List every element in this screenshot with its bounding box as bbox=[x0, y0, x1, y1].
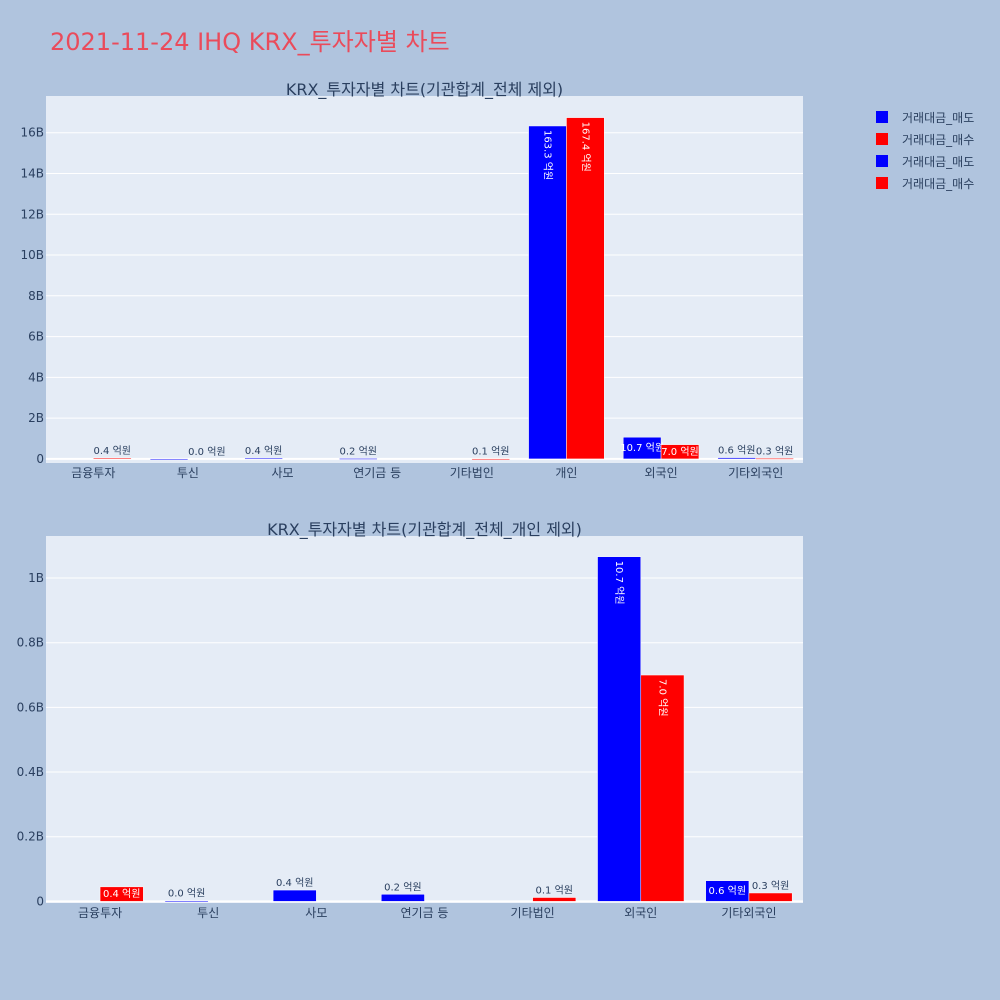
legend-label: 거래대금_매수 bbox=[902, 132, 975, 147]
data-label: 0.0 억원 bbox=[168, 888, 205, 900]
plot-area bbox=[46, 96, 803, 463]
bar bbox=[471, 458, 510, 460]
data-label: 0.4 억원 bbox=[93, 445, 130, 457]
page-title: 2021-11-24 IHQ KRX_투자자별 차트 bbox=[50, 28, 450, 56]
legend-item[interactable]: 거래대금_매도 bbox=[876, 150, 974, 172]
bar bbox=[149, 458, 189, 461]
data-label: 167.4 억원 bbox=[579, 122, 591, 172]
bar bbox=[705, 880, 750, 902]
y-tick-label: 0 bbox=[36, 894, 44, 908]
bar bbox=[164, 900, 209, 902]
y-tick-label: 0.4B bbox=[17, 765, 44, 779]
x-tick-label: 외국인 bbox=[624, 906, 657, 920]
bar bbox=[597, 556, 642, 902]
bar bbox=[640, 674, 685, 902]
bar bbox=[755, 458, 794, 460]
data-label: 10.7 억원 bbox=[620, 442, 664, 454]
data-label: 0.2 억원 bbox=[384, 881, 421, 893]
y-tick-label: 0 bbox=[36, 452, 44, 466]
y-tick-label: 0.2B bbox=[17, 830, 44, 844]
bar bbox=[748, 892, 793, 902]
data-label: 10.7 억원 bbox=[613, 561, 625, 605]
legend-label: 거래대금_매도 bbox=[902, 154, 975, 169]
chart-title: KRX_투자자별 차트(기관합계_전체_개인 제외) bbox=[267, 520, 582, 540]
y-tick-label: 10B bbox=[20, 248, 44, 262]
data-label: 0.6 억원 bbox=[709, 885, 746, 897]
data-label: 0.4 억원 bbox=[103, 888, 140, 900]
data-label: 7.0 억원 bbox=[656, 679, 668, 716]
bar bbox=[532, 897, 577, 902]
chart-title: KRX_투자자별 차트(기관합계_전체 제외) bbox=[286, 80, 563, 100]
x-tick-label: 투신 bbox=[177, 466, 199, 480]
legend-item[interactable]: 거래대금_매도 bbox=[876, 106, 974, 128]
legend-swatch bbox=[876, 155, 888, 167]
y-tick-label: 12B bbox=[20, 207, 44, 221]
bar bbox=[339, 458, 378, 460]
y-tick-label: 14B bbox=[20, 166, 44, 180]
data-label: 7.0 억원 bbox=[661, 446, 698, 458]
x-tick-label: 개인 bbox=[555, 466, 577, 480]
x-tick-label: 기타외국인 bbox=[721, 906, 776, 920]
data-label: 163.3 억원 bbox=[542, 130, 554, 180]
x-tick-label: 외국인 bbox=[645, 466, 678, 480]
bar bbox=[244, 457, 283, 460]
data-label: 0.4 억원 bbox=[245, 445, 282, 457]
legend-item[interactable]: 거래대금_매수 bbox=[876, 172, 974, 194]
legend-label: 거래대금_매수 bbox=[902, 176, 975, 191]
y-tick-label: 0.6B bbox=[17, 700, 44, 714]
bar bbox=[272, 889, 317, 902]
data-label: 0.0 억원 bbox=[188, 446, 225, 458]
plot-area bbox=[46, 536, 803, 903]
data-label: 0.1 억원 bbox=[472, 446, 509, 458]
x-tick-label: 사모 bbox=[305, 906, 327, 920]
data-label: 0.3 억원 bbox=[756, 445, 793, 457]
x-tick-label: 사모 bbox=[272, 466, 294, 480]
legend: 거래대금_매도 거래대금_매수 거래대금_매도 거래대금_매수 bbox=[876, 106, 974, 194]
x-tick-label: 기타외국인 bbox=[728, 466, 783, 480]
y-tick-label: 2B bbox=[28, 411, 44, 425]
y-tick-label: 0.8B bbox=[17, 636, 44, 650]
bar bbox=[717, 457, 756, 460]
y-tick-label: 8B bbox=[28, 289, 44, 303]
bar bbox=[93, 457, 132, 460]
data-label: 0.2 억원 bbox=[340, 445, 377, 457]
x-tick-label: 연기금 등 bbox=[401, 906, 449, 920]
legend-label: 거래대금_매도 bbox=[902, 110, 975, 125]
x-tick-label: 기타법인 bbox=[511, 906, 555, 920]
x-tick-label: 금융투자 bbox=[71, 466, 115, 480]
x-tick-label: 기타법인 bbox=[450, 466, 494, 480]
data-label: 0.6 억원 bbox=[718, 445, 755, 457]
legend-swatch bbox=[876, 177, 888, 189]
data-label: 0.1 억원 bbox=[536, 885, 573, 897]
y-tick-label: 6B bbox=[28, 330, 44, 344]
bar bbox=[380, 894, 425, 902]
bar bbox=[99, 886, 144, 902]
y-tick-label: 16B bbox=[20, 126, 44, 140]
x-tick-label: 투신 bbox=[197, 906, 219, 920]
y-tick-label: 4B bbox=[28, 370, 44, 384]
legend-item[interactable]: 거래대금_매수 bbox=[876, 128, 974, 150]
bar bbox=[566, 117, 605, 460]
x-tick-label: 연기금 등 bbox=[353, 466, 401, 480]
data-label: 0.3 억원 bbox=[752, 880, 789, 892]
data-label: 0.4 억원 bbox=[276, 877, 313, 889]
y-tick-label: 1B bbox=[28, 571, 44, 585]
legend-swatch bbox=[876, 133, 888, 145]
x-tick-label: 금융투자 bbox=[78, 906, 122, 920]
legend-swatch bbox=[876, 111, 888, 123]
bar bbox=[660, 444, 700, 460]
